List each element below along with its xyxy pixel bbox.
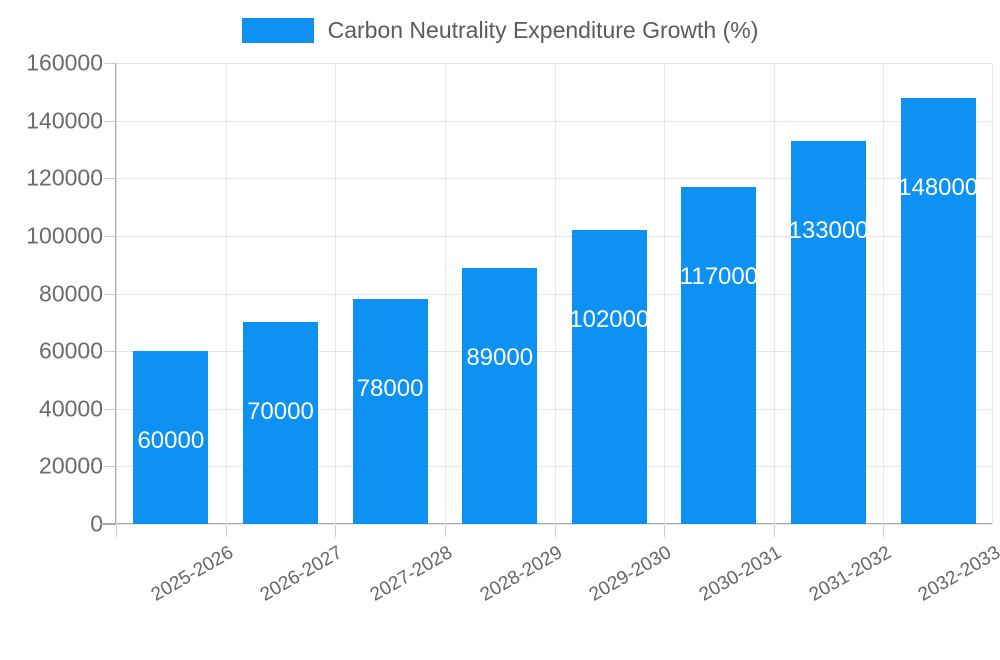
x-tick-label: 2028-2029	[476, 542, 566, 606]
gridline-vertical	[773, 63, 775, 524]
y-tick-label: 140000	[26, 107, 103, 134]
bar-value-label: 70000	[247, 398, 314, 426]
bar-value-label: 60000	[137, 427, 205, 455]
gridline-vertical	[225, 63, 227, 524]
y-tick-mark	[104, 408, 115, 410]
x-tick-mark	[444, 525, 446, 537]
x-tick-label: 2026-2027	[257, 542, 347, 606]
x-tick-label: 2030-2031	[695, 542, 785, 606]
x-tick-mark	[773, 525, 775, 537]
legend-label: Carbon Neutrality Expenditure Growth (%)	[327, 16, 759, 43]
x-tick-label: 2031-2032	[805, 542, 895, 606]
bar[interactable]	[791, 140, 867, 524]
bar[interactable]	[571, 230, 647, 524]
bar-value-label: 148000	[898, 173, 979, 201]
x-tick-label: 2029-2030	[586, 542, 676, 606]
bar-value-label: 78000	[356, 375, 424, 403]
chart-legend: Carbon Neutrality Expenditure Growth (%)	[0, 12, 1000, 48]
y-tick-label: 120000	[26, 164, 103, 191]
bar-chart: Carbon Neutrality Expenditure Growth (%)…	[0, 0, 1000, 606]
x-tick-label: 2032-2033	[914, 542, 1000, 606]
gridline-vertical	[444, 63, 446, 524]
x-tick-mark	[554, 525, 556, 537]
bar[interactable]	[462, 267, 538, 524]
x-tick-mark	[116, 525, 117, 537]
y-tick-label: 100000	[26, 222, 103, 249]
gridline-vertical	[883, 63, 885, 524]
x-tick-mark	[225, 525, 227, 537]
gridline-vertical	[554, 63, 556, 524]
y-tick-label: 160000	[26, 49, 103, 76]
y-tick-label: 80000	[39, 280, 103, 306]
gridline-vertical	[335, 63, 337, 524]
x-tick-mark	[883, 525, 885, 537]
bar-value-label: 89000	[466, 343, 534, 371]
gridline-vertical	[992, 63, 993, 524]
bar[interactable]	[242, 322, 318, 524]
bar[interactable]	[681, 186, 757, 524]
gridline-vertical	[664, 63, 666, 524]
y-tick-mark	[104, 235, 115, 237]
x-tick-label: 2027-2028	[366, 542, 457, 606]
x-tick-mark	[335, 525, 337, 537]
y-axis-labels: 0 20000 40000 60000 80000 100000 120000 140000 1…	[0, 0, 115, 600]
gridline-horizontal	[116, 524, 993, 525]
y-tick-label: 40000	[39, 395, 103, 422]
y-tick-mark	[104, 466, 115, 468]
y-tick-mark	[104, 120, 115, 122]
bar[interactable]	[133, 351, 209, 524]
y-tick-mark	[104, 351, 115, 353]
bar-value-label: 133000	[788, 216, 869, 244]
y-tick-mark	[104, 178, 115, 180]
y-tick-label: 60000	[39, 337, 103, 364]
x-tick-mark	[664, 525, 666, 537]
plot-area: 60000 70000 78000 89000 102000 117000 133000 14…	[116, 63, 993, 525]
legend-color-swatch	[241, 17, 314, 43]
gridline-vertical	[116, 63, 117, 524]
y-tick-mark	[104, 293, 115, 295]
y-tick-label: 20000	[39, 452, 103, 479]
bar-value-label: 102000	[569, 306, 650, 334]
y-tick-mark	[104, 63, 115, 64]
y-tick-label: 0	[90, 510, 103, 537]
bar[interactable]	[900, 97, 976, 524]
bar-value-label: 117000	[679, 262, 759, 290]
bar[interactable]	[352, 299, 428, 524]
